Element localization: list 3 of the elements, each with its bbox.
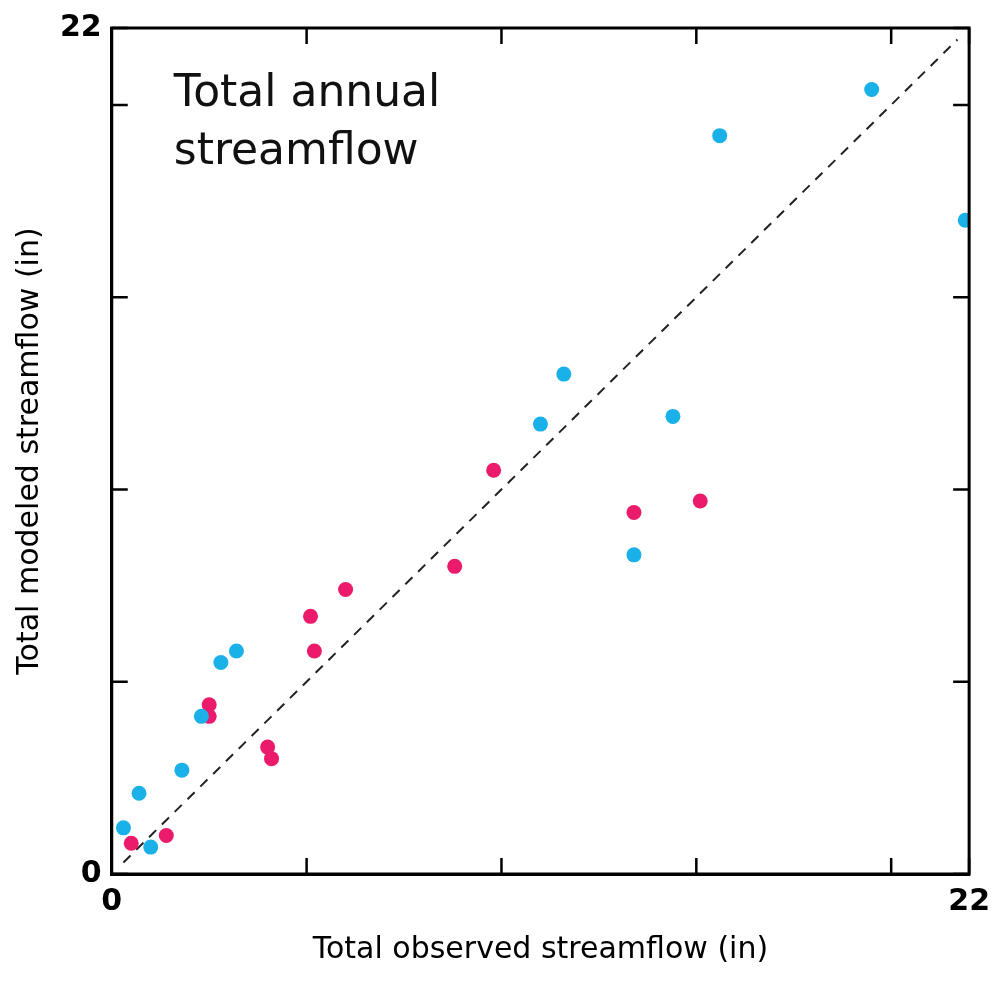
x-axis-title: Total observed streamflow (in)	[311, 929, 769, 965]
text: Total annual streamflow	[172, 65, 441, 175]
y-axis-title: Total modeled streamflow (in)	[9, 227, 45, 676]
